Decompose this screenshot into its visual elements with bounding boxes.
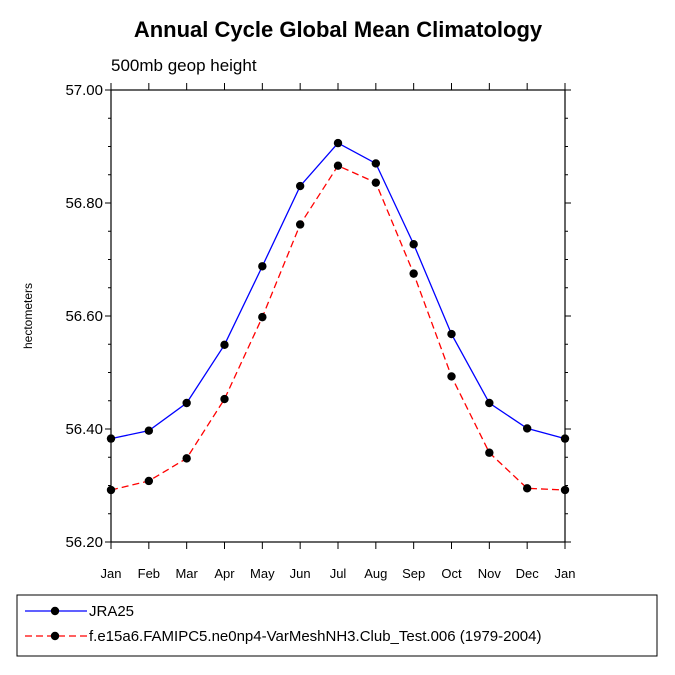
x-tick-label: Nov (478, 566, 502, 581)
series-line (110, 164, 566, 491)
data-point (371, 159, 381, 168)
legend-label: f.e15a6.FAMIPC5.ne0np4-VarMeshNH3.Club_T… (89, 628, 541, 645)
y-tick-label: 56.80 (65, 195, 103, 212)
chart-subtitle: 500mb geop height (111, 56, 257, 75)
data-point (182, 398, 191, 408)
axis-ticks (105, 83, 571, 549)
data-point (258, 262, 267, 271)
legend-label: JRA25 (89, 603, 134, 620)
plot-frame (110, 89, 566, 543)
legend-box (16, 594, 658, 657)
data-point (522, 484, 532, 493)
x-tick-label: Mar (175, 566, 198, 581)
data-point (295, 181, 305, 191)
data-point (409, 269, 418, 278)
x-tick-label: Aug (364, 566, 387, 581)
legend: JRA25 f.e15a6.FAMIPC5.ne0np4-VarMeshNH3.C… (16, 594, 658, 657)
y-tick-label: 56.40 (65, 421, 103, 438)
x-tick-label: Jan (555, 566, 576, 581)
data-point (560, 434, 570, 443)
data-point (182, 454, 191, 463)
x-tick-label: Jun (290, 566, 311, 581)
y-tick-label: 56.20 (65, 534, 103, 551)
x-tick-label: Jul (330, 566, 347, 581)
data-point (144, 426, 154, 435)
series-line (110, 142, 566, 440)
x-tick-labels: Jan Feb Mar Apr May Jun Jul Aug Sep Oct Nov Dec Jan (101, 566, 576, 581)
data-point (220, 394, 229, 404)
data-point (333, 138, 343, 148)
y-tick-labels: 56.20 56.40 56.60 56.80 57.00 (65, 82, 103, 551)
data-point (560, 485, 570, 495)
series (106, 161, 570, 495)
data-point (144, 476, 154, 486)
legend-marker (50, 631, 60, 641)
data-point (485, 398, 494, 408)
x-tick-label: Apr (214, 566, 235, 581)
data-point (295, 220, 305, 229)
data-point (447, 329, 456, 339)
data-point (409, 240, 418, 249)
x-tick-label: Dec (516, 566, 540, 581)
series-layer (106, 138, 570, 495)
data-point (371, 178, 381, 187)
data-point (522, 424, 532, 433)
chart-title: Annual Cycle Global Mean Climatology (134, 17, 543, 42)
x-tick-label: May (250, 566, 275, 581)
x-tick-label: Oct (441, 566, 462, 581)
data-point (106, 485, 116, 495)
data-point (447, 372, 456, 381)
data-point (106, 434, 116, 443)
y-tick-label: 56.60 (65, 308, 103, 325)
data-point (220, 340, 229, 350)
data-point (258, 312, 267, 322)
series (106, 138, 570, 443)
data-point (333, 161, 343, 170)
data-point (485, 448, 494, 457)
y-axis-label: hectometers (21, 283, 35, 349)
x-tick-label: Jan (101, 566, 122, 581)
x-tick-label: Feb (138, 566, 160, 581)
y-tick-label: 57.00 (65, 82, 103, 99)
legend-items: JRA25 f.e15a6.FAMIPC5.ne0np4-VarMeshNH3.C… (25, 603, 541, 645)
legend-marker (50, 606, 60, 616)
x-tick-label: Sep (402, 566, 425, 581)
